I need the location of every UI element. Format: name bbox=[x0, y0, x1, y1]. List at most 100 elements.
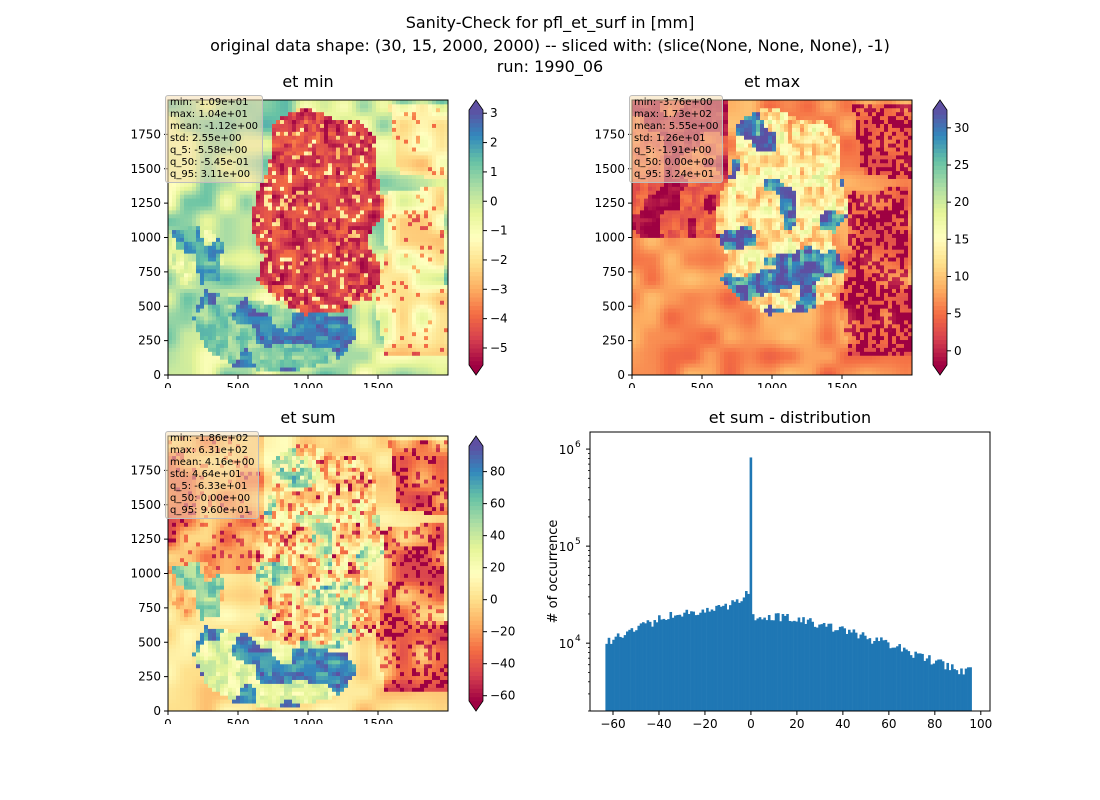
histogram-bar bbox=[655, 622, 659, 711]
colorbar-tick-label: 20 bbox=[490, 561, 505, 575]
colorbar-outline bbox=[932, 99, 948, 376]
histogram-bar bbox=[836, 630, 840, 711]
histogram-bar bbox=[735, 599, 739, 711]
histogram-bar bbox=[637, 625, 641, 711]
histogram-bar bbox=[607, 637, 611, 711]
histogram-bar bbox=[680, 616, 684, 711]
histogram-bar bbox=[914, 651, 917, 711]
y-tick-label: 500 bbox=[602, 299, 625, 313]
histogram-bar bbox=[667, 619, 670, 711]
colorbar-extend-top bbox=[469, 100, 483, 110]
histogram-bar bbox=[841, 626, 844, 711]
stat-line: max: 6.31e+02 bbox=[170, 445, 248, 456]
histogram-bar bbox=[925, 658, 929, 711]
colorbar-tick-label: 5 bbox=[954, 307, 962, 321]
histogram-bar bbox=[687, 614, 691, 711]
stat-line: std: 4.64e+01 bbox=[170, 469, 242, 480]
stat-line: min: -3.76e+00 bbox=[634, 97, 713, 108]
histogram-bar bbox=[834, 630, 837, 711]
panel-title-distribution: et sum - distribution bbox=[708, 408, 872, 427]
y-axis-label: # of occurrence bbox=[546, 520, 561, 624]
x-tick-label: 20 bbox=[789, 717, 804, 731]
stat-line: max: 1.04e+01 bbox=[170, 109, 248, 120]
stat-line: std: 2.55e+00 bbox=[170, 133, 242, 144]
histogram-bar bbox=[706, 607, 709, 711]
histogram-bar bbox=[605, 643, 608, 711]
histogram-bar bbox=[928, 655, 931, 711]
colorbar-tick-label: 1 bbox=[490, 165, 498, 179]
histogram-bar bbox=[850, 632, 853, 711]
stat-line: mean: 4.16e+00 bbox=[170, 457, 255, 468]
histogram-bar bbox=[699, 612, 702, 711]
stat-line: std: 1.26e+01 bbox=[634, 133, 706, 144]
histogram-bar bbox=[909, 655, 913, 711]
histogram-bar bbox=[635, 630, 638, 711]
histogram-bar bbox=[829, 623, 833, 711]
histogram-bar bbox=[740, 601, 744, 711]
stat-line: q_5: -5.58e+00 bbox=[170, 145, 248, 156]
histogram-bar bbox=[758, 617, 762, 711]
y-tick-label: 0 bbox=[153, 368, 161, 382]
stat-line: q_5: -1.91e+00 bbox=[634, 145, 712, 156]
histogram-bar bbox=[690, 611, 693, 711]
colorbar-tick-label: 60 bbox=[490, 497, 505, 511]
histogram-bar bbox=[660, 619, 663, 711]
histogram-bar bbox=[676, 615, 679, 711]
histogram-bar bbox=[619, 636, 622, 711]
histogram-bar bbox=[770, 620, 773, 711]
y-tick-label: 250 bbox=[138, 670, 161, 684]
histogram-bar bbox=[696, 614, 700, 711]
stat-line: min: -1.86e+02 bbox=[170, 433, 249, 444]
histogram-bar bbox=[957, 674, 961, 711]
histogram-bar bbox=[799, 622, 803, 711]
stat-line: max: 1.73e+02 bbox=[634, 109, 712, 120]
colorbar: −60 −40 −20 0 20 40 60 80 bbox=[468, 435, 515, 712]
histogram-bar bbox=[724, 603, 728, 711]
histogram-bar bbox=[861, 632, 865, 711]
x-tick-label: 1500 bbox=[363, 717, 394, 724]
y-tick-label: 1750 bbox=[130, 127, 161, 141]
histogram-bar bbox=[751, 614, 755, 711]
histogram-bar bbox=[747, 593, 750, 711]
y-tick-label: 10 bbox=[559, 443, 574, 457]
histogram-bar bbox=[612, 639, 615, 711]
colorbar-tick-label: 40 bbox=[490, 529, 505, 543]
histogram-bar bbox=[898, 644, 901, 711]
histogram-bar bbox=[877, 641, 881, 711]
panel-title-et-sum: et sum bbox=[280, 408, 336, 427]
colorbar: −5 −4 −3 −2 −1 0 1 2 3 bbox=[468, 99, 508, 376]
stats-box-et-min: min: -1.09e+01 max: 1.04e+01 mean: -1.12… bbox=[165, 95, 264, 183]
colorbar-tick-label: 0 bbox=[490, 593, 498, 607]
histogram-bar bbox=[623, 635, 627, 711]
histogram-bar bbox=[692, 611, 695, 711]
histogram-bar bbox=[868, 638, 872, 711]
y-tick-label: 1250 bbox=[594, 196, 625, 210]
histogram-bar bbox=[719, 606, 723, 711]
histogram-bar bbox=[880, 637, 883, 711]
plot-frame bbox=[589, 431, 991, 712]
colorbar-tick-label: −3 bbox=[490, 282, 508, 296]
x-tick-label: 1000 bbox=[757, 381, 788, 388]
y-tick-label: 0 bbox=[617, 368, 625, 382]
colorbar-tick-label: 0 bbox=[490, 194, 498, 208]
histogram-bar bbox=[848, 629, 851, 711]
histogram-bar bbox=[843, 628, 847, 711]
colorbar-tick-label: −4 bbox=[490, 312, 508, 326]
histogram-bar bbox=[708, 611, 711, 711]
y-tick-label: 1000 bbox=[594, 231, 625, 245]
histogram-bar bbox=[797, 617, 801, 711]
histogram-bar bbox=[779, 621, 782, 711]
colorbar-tick-label: 15 bbox=[954, 232, 969, 246]
histogram-bars bbox=[605, 457, 972, 711]
histogram-bar bbox=[614, 636, 618, 711]
histogram-bar bbox=[678, 614, 682, 711]
histogram-bar bbox=[831, 631, 835, 711]
histogram-bar bbox=[930, 664, 933, 711]
histogram-bar bbox=[809, 618, 812, 711]
colorbar-tick-label: 2 bbox=[490, 136, 498, 150]
histogram-bar bbox=[813, 626, 817, 711]
y-tick-label: 0 bbox=[153, 704, 161, 718]
histogram-bar bbox=[886, 642, 890, 711]
histogram-bar bbox=[694, 615, 698, 711]
histogram-bar bbox=[658, 615, 661, 711]
